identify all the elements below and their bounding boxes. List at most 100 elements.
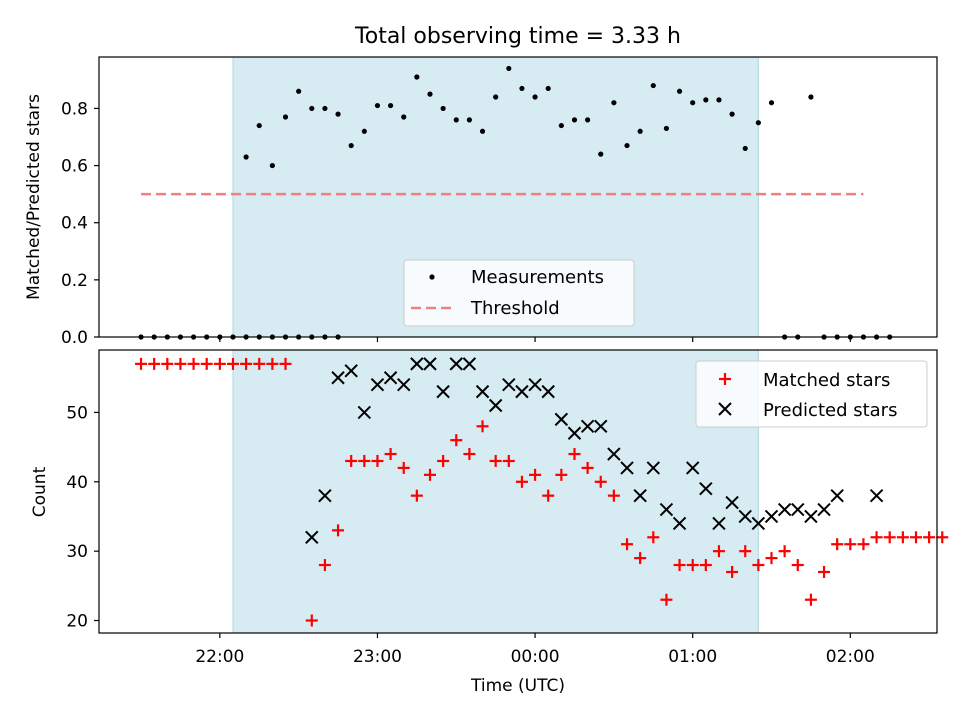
top-y-axis-label: Matched/Predicted stars <box>24 94 44 300</box>
legend-matched-marker <box>719 373 731 385</box>
bottom-y-tick-label: 50 <box>66 403 88 423</box>
predicted-star-point <box>725 495 739 510</box>
predicted-star-point <box>462 357 477 371</box>
matched-star-point <box>555 468 568 481</box>
bottom-axes-frame <box>98 349 938 634</box>
matched-star-point <box>909 531 922 544</box>
matched-star-point <box>739 545 752 558</box>
matched-star-point <box>647 531 660 544</box>
measurement-point <box>611 100 617 106</box>
matched-star-point <box>502 454 515 467</box>
matched-star-point <box>450 434 463 447</box>
top-y-tick-label: 0.6 <box>61 157 88 177</box>
measurement-point <box>690 100 696 106</box>
measurement-point <box>808 94 814 100</box>
measurement-point <box>624 142 630 149</box>
predicted-star-point <box>646 461 660 475</box>
predicted-star-point <box>633 488 647 503</box>
matched-star-point <box>476 420 489 433</box>
matched-star-point <box>857 538 870 551</box>
measurement-point <box>729 111 735 117</box>
bottom-y-tick-label: 40 <box>66 473 88 493</box>
matched-star-point <box>305 614 318 627</box>
measurement-point <box>558 122 564 129</box>
matched-star-point <box>870 531 883 544</box>
matched-star-point <box>765 552 778 565</box>
measurement-point <box>322 105 328 112</box>
measurement-point <box>493 94 499 100</box>
matched-star-point <box>187 357 200 370</box>
measurement-point <box>440 105 446 112</box>
measurement-point <box>755 120 761 126</box>
predicted-star-point <box>567 426 582 440</box>
predicted-star-point <box>449 357 463 371</box>
bottom-x-axis-label: Time (UTC) <box>470 676 565 696</box>
bottom-x-tick-label: 01:00 <box>668 647 717 667</box>
top-legend: Measurements Threshold <box>403 259 635 327</box>
measurement-point <box>545 85 551 92</box>
predicted-star-point <box>869 488 884 503</box>
matched-star-point <box>240 357 253 370</box>
bottom-legend: Matched stars Predicted stars <box>695 360 928 428</box>
matched-star-point <box>581 461 594 474</box>
predicted-star-point <box>410 357 424 371</box>
predicted-star-point <box>672 516 687 531</box>
matched-star-point <box>410 489 423 502</box>
measurement-point <box>598 151 604 157</box>
measurement-point <box>506 65 512 72</box>
matched-star-point <box>266 357 279 370</box>
count-points <box>135 357 949 627</box>
predicted-star-point <box>502 377 516 392</box>
predicted-star-point <box>331 371 345 385</box>
matched-star-point <box>791 559 804 572</box>
legend-threshold-label: Threshold <box>470 298 560 319</box>
predicted-star-point <box>580 419 595 434</box>
predicted-star-point <box>607 447 621 461</box>
matched-star-point <box>634 552 647 565</box>
measurement-point <box>374 102 381 109</box>
measurement-point <box>650 82 656 89</box>
matched-star-point <box>844 538 857 551</box>
measurement-point <box>519 85 525 92</box>
predicted-star-point <box>488 398 503 413</box>
measurement-point <box>479 128 486 134</box>
predicted-star-point <box>554 412 569 427</box>
matched-star-point <box>148 357 161 370</box>
bottom-y-axis-label: Count <box>30 466 50 517</box>
matched-star-point <box>542 489 555 502</box>
measurement-point <box>663 125 670 132</box>
measurement-point <box>703 97 709 103</box>
legend-measurements-marker <box>429 274 435 280</box>
predicted-star-point <box>751 516 766 531</box>
predicted-star-point <box>436 384 450 399</box>
measurement-point <box>716 97 722 103</box>
bottom-legend-box <box>695 360 928 428</box>
matched-star-point <box>437 454 450 467</box>
predicted-star-point <box>659 502 674 517</box>
predicted-star-point <box>370 377 385 392</box>
matched-star-point <box>515 475 528 488</box>
predicted-star-point <box>738 509 752 524</box>
bottom-y-tick-label: 30 <box>66 542 88 562</box>
predicted-star-point <box>475 384 490 399</box>
top-y-tick-label: 0.8 <box>61 99 88 119</box>
bottom-x-tick-label: 02:00 <box>826 647 875 667</box>
predicted-star-point <box>817 502 831 517</box>
measurement-point <box>532 94 538 100</box>
measurement-point <box>742 145 748 152</box>
matched-star-point <box>896 531 909 544</box>
measurement-point <box>387 102 394 109</box>
matched-star-point <box>818 565 831 578</box>
chart-title: Total observing time = 3.33 h <box>354 24 681 49</box>
matched-star-point <box>568 448 581 461</box>
measurement-point <box>676 88 683 94</box>
predicted-star-point <box>515 384 529 399</box>
top-y-tick-label: 0.0 <box>61 328 88 348</box>
predicted-star-point <box>594 419 608 434</box>
top-x-ticks <box>219 337 851 342</box>
matched-star-point <box>135 357 148 370</box>
measurement-points <box>138 65 893 340</box>
bottom-x-ticks: 22:00 23:00 00:00 01:00 02:00 <box>195 633 875 667</box>
measurement-point <box>296 88 302 94</box>
